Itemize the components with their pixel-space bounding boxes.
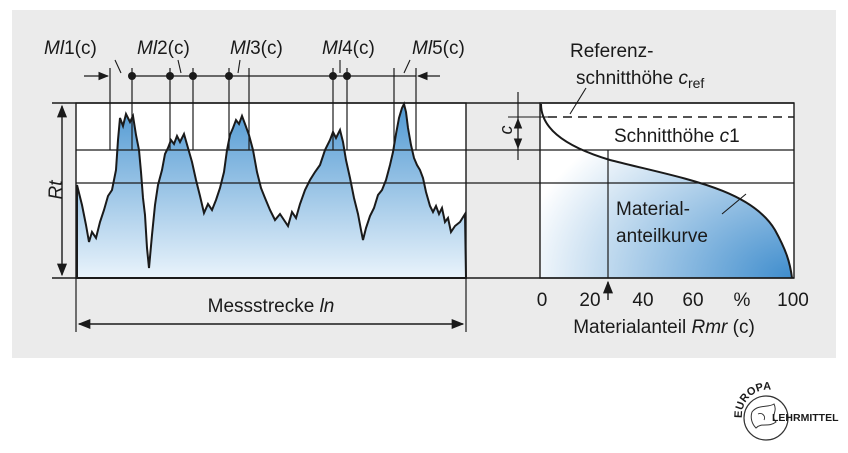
rt-label: Rt: [46, 180, 67, 200]
ml-dots: [128, 72, 351, 80]
x-axis-ticks: 0 20 40 60 % 100: [537, 290, 809, 311]
curve-label-line2: anteilkurve: [616, 226, 708, 247]
tick-percent: %: [734, 290, 751, 311]
reference-label-line2: schnitthöhe cref: [576, 68, 704, 91]
ml-markers: [84, 68, 440, 150]
cut-height-label: Schnitthöhe c1: [614, 126, 740, 147]
reference-label-line1: Referenz-: [570, 41, 653, 62]
tick-40: 40: [632, 290, 653, 311]
roughness-profile: [76, 101, 468, 279]
x-axis-title: Materialanteil Rmr (c): [573, 317, 755, 338]
c-label: c: [496, 126, 516, 135]
ml-label-4: Ml4(c): [322, 38, 375, 59]
ml-label-5: Ml5(c): [412, 38, 465, 59]
length-label: Messstrecke ln: [208, 296, 335, 317]
logo-side-text: LEHRMITTEL: [772, 412, 839, 424]
material-ratio-area: [541, 104, 792, 278]
curve-label-line1: Material-: [616, 199, 690, 220]
tick-60: 60: [682, 290, 703, 311]
material-ratio-curve: [540, 103, 793, 279]
tick-100: 100: [777, 290, 809, 311]
ml-label-2: Ml2(c): [137, 38, 190, 59]
europa-lehrmittel-logo: EUROPA LEHRMITTEL: [733, 381, 839, 441]
tick-0: 0: [537, 290, 548, 311]
ml-label-3: Ml3(c): [230, 38, 283, 59]
ml-labels: Ml1(c) Ml2(c) Ml3(c) Ml4(c) Ml5(c): [44, 38, 465, 59]
ml-label-1: Ml1(c): [44, 38, 97, 59]
tick-20: 20: [579, 290, 600, 311]
